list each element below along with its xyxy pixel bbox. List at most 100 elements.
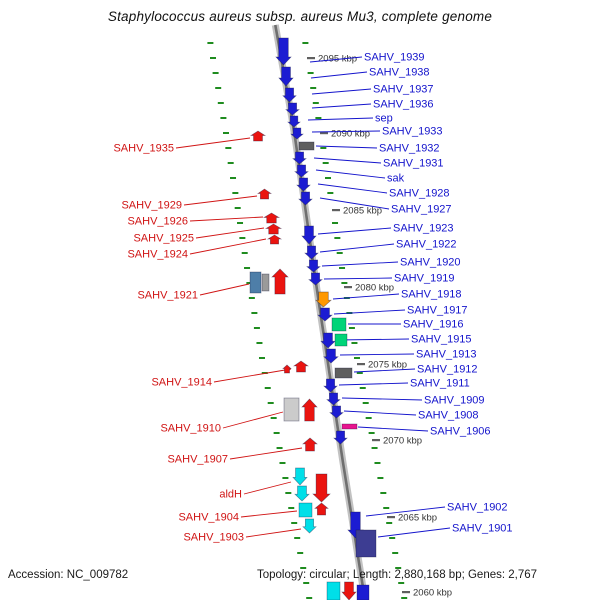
gene-glyph-sahv-1939[interactable] — [275, 37, 292, 66]
gene-glyph-sahv-1919[interactable] — [308, 272, 323, 286]
gene-glyph-sahv-1906[interactable] — [341, 423, 358, 430]
gene-label-sahv-1922[interactable]: SAHV_1922 — [396, 239, 457, 251]
gene-glyph[interactable] — [294, 485, 310, 502]
gene-glyph-sahv-1929[interactable] — [256, 188, 273, 200]
gene-glyph[interactable] — [333, 430, 348, 445]
gene-glyph-sahv-1925[interactable] — [264, 223, 283, 235]
minor-tick-right — [356, 372, 363, 374]
gene-glyph-sahv-1908[interactable] — [329, 405, 344, 419]
gene-glyph[interactable] — [271, 268, 289, 295]
gene-label-sahv-1919[interactable]: SAHV_1919 — [394, 273, 455, 285]
gene-glyph-sahv-1909[interactable] — [326, 392, 341, 406]
gene-label-sahv-1927[interactable]: SAHV_1927 — [391, 204, 452, 216]
gene-label-sahv-1931[interactable]: SAHV_1931 — [383, 158, 444, 170]
gene-glyph-sahv-1917[interactable] — [317, 307, 333, 322]
gene-label-sahv-1918[interactable]: SAHV_1918 — [401, 289, 462, 301]
gene-glyph-aldh[interactable] — [292, 467, 308, 486]
gene-glyph-sahv-1923[interactable] — [301, 225, 317, 245]
gene-glyph[interactable] — [261, 273, 270, 292]
gene-label-sahv-1901[interactable]: SAHV_1901 — [452, 523, 513, 535]
gene-label-sahv-1925[interactable]: SAHV_1925 — [133, 233, 194, 245]
gene-label-sahv-1912[interactable]: SAHV_1912 — [417, 364, 478, 376]
gene-glyph-sahv-1914[interactable] — [292, 360, 310, 373]
gene-glyph-sahv-1901[interactable] — [355, 529, 377, 558]
gene-glyph-sahv-1932[interactable] — [298, 141, 315, 151]
gene-glyph-sahv-1911[interactable] — [323, 378, 338, 393]
gene-glyph-sahv-1936[interactable] — [285, 102, 300, 116]
gene-glyph-sahv-1926[interactable] — [262, 212, 281, 224]
gene-label-sahv-1917[interactable]: SAHV_1917 — [407, 305, 468, 317]
minor-tick-left — [244, 267, 251, 269]
gene-label-sahv-1916[interactable]: SAHV_1916 — [403, 319, 464, 331]
gene-glyph[interactable] — [312, 473, 331, 503]
gene-label-sahv-1933[interactable]: SAHV_1933 — [382, 126, 443, 138]
gene-glyph-sahv-1918[interactable] — [315, 291, 332, 308]
gene-glyph-sahv-1907[interactable] — [302, 437, 318, 452]
gene-glyph-sahv-1904[interactable] — [298, 502, 313, 518]
gene-glyph[interactable] — [301, 398, 318, 422]
gene-label-sep[interactable]: sep — [375, 113, 393, 125]
minor-tick-left — [282, 477, 289, 479]
gene-glyph[interactable] — [341, 581, 357, 600]
label-connector — [339, 353, 415, 356]
minor-tick-right — [307, 72, 314, 74]
gene-glyph[interactable] — [314, 502, 329, 516]
gene-glyph[interactable] — [334, 333, 348, 347]
gene-label-sahv-1910[interactable]: SAHV_1910 — [160, 423, 221, 435]
gene-label-sahv-1920[interactable]: SAHV_1920 — [400, 257, 461, 269]
gene-glyph-sahv-1927[interactable] — [298, 191, 313, 206]
gene-glyph-sahv-1910[interactable] — [283, 397, 300, 422]
gene-glyph-sahv-1924[interactable] — [266, 234, 283, 245]
gene-label-sahv-1928[interactable]: SAHV_1928 — [389, 188, 450, 200]
gene-label-sahv-1936[interactable]: SAHV_1936 — [373, 99, 434, 111]
minor-tick-right — [395, 567, 402, 569]
gene-label-sahv-1929[interactable]: SAHV_1929 — [121, 200, 182, 212]
minor-tick-left — [294, 537, 301, 539]
gene-label-sahv-1903[interactable]: SAHV_1903 — [183, 532, 244, 544]
gene-glyph-sahv-1916[interactable] — [331, 317, 347, 332]
gene-glyph[interactable] — [326, 581, 341, 600]
gene-label-sahv-1937[interactable]: SAHV_1937 — [373, 84, 434, 96]
gene-glyph-sahv-1922[interactable] — [304, 245, 319, 260]
gene-glyph-sahv-1935[interactable] — [249, 130, 267, 142]
gene-label-sahv-1909[interactable]: SAHV_1909 — [424, 395, 485, 407]
gene-glyph-sahv-1912[interactable] — [334, 367, 353, 379]
gene-glyph-sak[interactable] — [294, 164, 309, 178]
gene-label-sahv-1907[interactable]: SAHV_1907 — [167, 454, 228, 466]
gene-glyph-sep[interactable] — [287, 115, 301, 128]
minor-tick-right — [341, 282, 348, 284]
gene-glyph-sahv-1928[interactable] — [296, 177, 311, 192]
gene-glyph-sahv-1937[interactable] — [282, 87, 297, 103]
gene-glyph-sahv-1933[interactable] — [290, 127, 304, 140]
gene-label-sahv-1906[interactable]: SAHV_1906 — [430, 426, 491, 438]
gene-label-sahv-1921[interactable]: SAHV_1921 — [137, 290, 198, 302]
gene-label-sahv-1924[interactable]: SAHV_1924 — [127, 249, 188, 261]
gene-label-sahv-1939[interactable]: SAHV_1939 — [364, 52, 425, 64]
gene-label-sahv-1914[interactable]: SAHV_1914 — [151, 377, 212, 389]
gene-label-sahv-1926[interactable]: SAHV_1926 — [127, 216, 188, 228]
label-connector — [353, 368, 416, 373]
gene-label-sak[interactable]: sak — [387, 173, 405, 185]
gene-glyph-sahv-1915[interactable] — [320, 332, 336, 349]
gene-label-sahv-1935[interactable]: SAHV_1935 — [113, 143, 174, 155]
gene-glyph[interactable] — [282, 364, 292, 374]
gene-label-sahv-1904[interactable]: SAHV_1904 — [178, 512, 239, 524]
gene-glyph-sahv-1913[interactable] — [323, 348, 339, 364]
gene-label-aldh[interactable]: aldH — [219, 489, 242, 501]
gene-label-sahv-1911[interactable]: SAHV_1911 — [410, 378, 470, 390]
gene-glyph-sahv-1931[interactable] — [292, 151, 307, 165]
gene-label-sahv-1908[interactable]: SAHV_1908 — [418, 410, 479, 422]
gene-label-sahv-1902[interactable]: SAHV_1902 — [447, 502, 508, 514]
gene-glyph-sahv-1938[interactable] — [278, 66, 294, 87]
gene-label-sahv-1915[interactable]: SAHV_1915 — [411, 334, 472, 346]
gene-label-sahv-1923[interactable]: SAHV_1923 — [393, 223, 454, 235]
gene-glyph[interactable] — [356, 584, 370, 600]
minor-tick-left — [232, 192, 239, 194]
gene-label-sahv-1932[interactable]: SAHV_1932 — [379, 143, 440, 155]
gene-glyph-sahv-1920[interactable] — [306, 259, 321, 273]
gene-glyph-sahv-1921[interactable] — [249, 271, 262, 294]
gene-label-sahv-1913[interactable]: SAHV_1913 — [416, 349, 477, 361]
gene-label-sahv-1938[interactable]: SAHV_1938 — [369, 67, 430, 79]
gene-glyph-sahv-1903[interactable] — [302, 518, 317, 534]
